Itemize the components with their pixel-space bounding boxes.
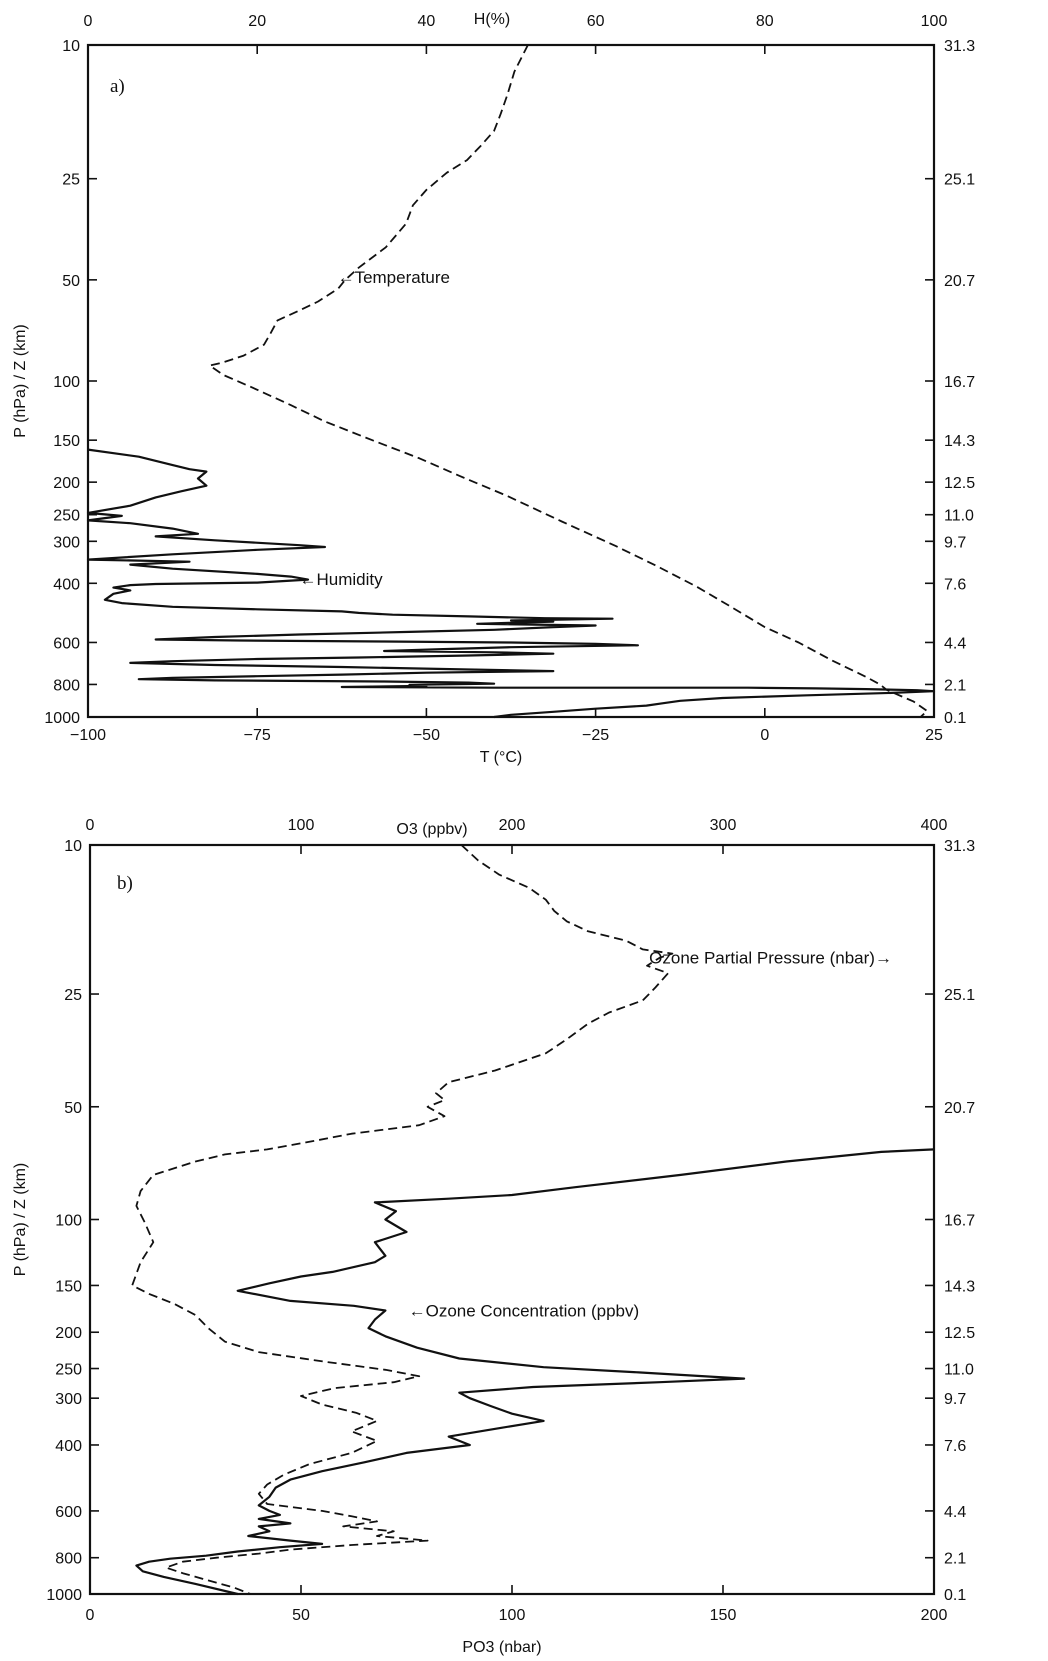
y-tick-label: 400 [53, 576, 80, 593]
y-tick-label-right: 0.1 [944, 1587, 966, 1604]
chart-panel-a: 102550100150200250300400600800100031.325… [12, 11, 975, 766]
x-bottom-tick-label: 50 [292, 1607, 310, 1624]
x-top-tick-label: 80 [756, 13, 774, 30]
x-bottom-tick-label: 200 [921, 1607, 948, 1624]
x-top-tick-label: 400 [921, 817, 948, 834]
y-tick-label: 800 [53, 677, 80, 694]
y-tick-label: 100 [55, 1213, 82, 1230]
y-tick-label-right: 12.5 [944, 475, 975, 492]
y-axis-title: P (hPa) / Z (km) [12, 1163, 29, 1277]
x-top-axis-title: H(%) [474, 11, 510, 28]
y-tick-label: 25 [62, 172, 80, 189]
annotation-label: ←Humidity [300, 570, 384, 589]
x-top-tick-label: 20 [248, 13, 266, 30]
x-bottom-tick-label: −25 [582, 727, 609, 744]
y-tick-label: 50 [64, 1100, 82, 1117]
y-tick-label-right: 25.1 [944, 172, 975, 189]
panel-label: a) [110, 76, 125, 97]
annotation-label: ←Temperature [338, 268, 450, 287]
series-line-ozone-concentration-ppbv [135, 1148, 935, 1596]
x-bottom-tick-label: 0 [760, 727, 769, 744]
x-bottom-tick-label: −50 [413, 727, 440, 744]
chart-panel-b: 102550100150200250300400600800100031.325… [12, 817, 975, 1656]
y-tick-label-right: 0.1 [944, 710, 966, 727]
y-tick-label-right: 14.3 [944, 433, 975, 450]
plot-frame [86, 43, 936, 719]
y-tick-label: 25 [64, 987, 82, 1004]
y-tick-label-right: 11.0 [944, 508, 974, 525]
y-tick-label-right: 2.1 [944, 1551, 966, 1568]
x-bottom-tick-label: 150 [710, 1607, 737, 1624]
y-tick-label: 10 [62, 38, 80, 55]
y-tick-label-right: 7.6 [944, 576, 966, 593]
y-tick-label-right: 7.6 [944, 1438, 966, 1455]
y-tick-label: 400 [55, 1438, 82, 1455]
y-tick-label: 250 [53, 508, 80, 525]
y-tick-label-right: 14.3 [944, 1278, 975, 1295]
y-tick-label: 10 [64, 838, 82, 855]
x-bottom-tick-label: 0 [86, 1607, 95, 1624]
y-tick-label-right: 31.3 [944, 838, 975, 855]
annotation-label: ←Ozone Concentration (ppbv) [409, 1302, 640, 1321]
x-bottom-axis-title: T (°C) [480, 749, 523, 766]
x-top-tick-label: 40 [418, 13, 436, 30]
y-tick-label-right: 9.7 [944, 1391, 966, 1408]
y-tick-label-right: 4.4 [944, 635, 966, 652]
series-line-ozone-partial-pressure-nbar [131, 844, 674, 1595]
y-tick-label-right: 16.7 [944, 374, 975, 391]
x-top-tick-label: 60 [587, 13, 605, 30]
y-tick-label: 300 [55, 1391, 82, 1408]
y-tick-label-right: 4.4 [944, 1504, 966, 1521]
x-bottom-tick-label: −75 [244, 727, 271, 744]
x-bottom-tick-label: 25 [925, 727, 943, 744]
y-tick-label-right: 16.7 [944, 1213, 975, 1230]
y-tick-label-right: 9.7 [944, 534, 966, 551]
y-tick-label-right: 25.1 [944, 987, 975, 1004]
x-top-axis-title: O3 (ppbv) [396, 821, 467, 838]
y-tick-label: 50 [62, 273, 80, 290]
y-tick-label-right: 20.7 [944, 1100, 975, 1117]
y-tick-label: 600 [55, 1504, 82, 1521]
x-top-tick-label: 0 [84, 13, 93, 30]
y-tick-label: 200 [53, 475, 80, 492]
y-tick-label: 1000 [46, 1587, 82, 1604]
y-tick-label: 150 [55, 1278, 82, 1295]
y-tick-label: 300 [53, 534, 80, 551]
series-line-temperature [208, 44, 929, 718]
y-tick-label: 250 [55, 1362, 82, 1379]
x-bottom-axis-title: PO3 (nbar) [462, 1639, 541, 1656]
y-tick-label-right: 2.1 [944, 677, 966, 694]
y-tick-label: 600 [53, 635, 80, 652]
x-top-tick-label: 0 [86, 817, 95, 834]
y-tick-label-right: 11.0 [944, 1362, 974, 1379]
panel-label: b) [117, 873, 133, 894]
y-tick-label-right: 12.5 [944, 1325, 975, 1342]
y-axis-title: P (hPa) / Z (km) [12, 324, 29, 438]
y-tick-label: 1000 [44, 710, 80, 727]
y-tick-label: 150 [53, 433, 80, 450]
y-tick-label: 200 [55, 1325, 82, 1342]
y-tick-label-right: 20.7 [944, 273, 975, 290]
annotation-label: Ozone Partial Pressure (nbar)→ [649, 949, 892, 968]
x-bottom-tick-label: 100 [499, 1607, 526, 1624]
series-line-humidity [86, 448, 936, 719]
x-top-tick-label: 300 [710, 817, 737, 834]
x-top-tick-label: 100 [288, 817, 315, 834]
y-tick-label-right: 31.3 [944, 38, 975, 55]
x-top-tick-label: 100 [921, 13, 948, 30]
y-tick-label: 800 [55, 1551, 82, 1568]
x-top-tick-label: 200 [499, 817, 526, 834]
x-bottom-tick-label: −100 [70, 727, 106, 744]
y-tick-label: 100 [53, 374, 80, 391]
